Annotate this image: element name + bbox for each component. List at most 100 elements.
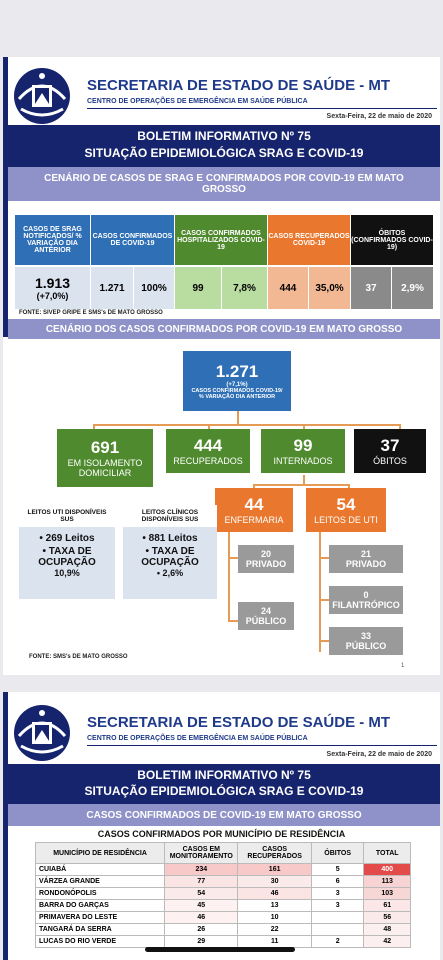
recuperados-box: 444 RECUPERADOS bbox=[166, 429, 250, 473]
connector bbox=[93, 424, 399, 426]
header-recuperados: CASOS RECUPERADOS COVID-19 bbox=[268, 215, 350, 265]
header-title: SECRETARIA DE ESTADO DE SAÚDE - MT bbox=[87, 77, 391, 94]
table-title: CASOS CONFIRMADOS POR MUNICÍPIO DE RESID… bbox=[97, 829, 346, 839]
uti-privado-label: PRIVADO bbox=[345, 559, 387, 569]
bulletin-number: BOLETIM INFORMATIVO Nº 75 bbox=[137, 768, 311, 782]
obitos-count: 37 bbox=[351, 267, 391, 309]
obitos-value: 37 bbox=[380, 436, 400, 455]
leitos-uti-taxa-label: • TAXA DE OCUPAÇÃO bbox=[38, 546, 96, 568]
connector bbox=[253, 484, 349, 486]
hospitalizados-percent: 7,8% bbox=[222, 267, 267, 309]
uti-filantropico-label: FILANTRÓPICO bbox=[332, 600, 400, 610]
uti-box: 54 LEITOS DE UTI bbox=[306, 488, 386, 532]
uti-filantropico-value: 0 bbox=[363, 590, 369, 600]
bulletin-subtitle: SITUAÇÃO EPIDEMIOLÓGICA SRAG E COVID-19 bbox=[84, 146, 364, 160]
header-confirmados: CASOS CONFIRMADOS DE COVID-19 bbox=[91, 215, 174, 265]
header-date: Sexta-Feira, 22 de maio de 2020 bbox=[326, 751, 432, 758]
col-municipio: MUNICÍPIO DE RESIDÊNCIA bbox=[34, 842, 166, 864]
table-row: TANGARÁ DA SERRA 26 22 48 bbox=[34, 923, 411, 936]
confirmed-total-value: 1.271 bbox=[215, 362, 259, 381]
leitos-uti-box: LEITOS UTI DISPONÍVEIS SUS • 269 Leitos … bbox=[19, 505, 115, 599]
uti-value: 54 bbox=[336, 495, 356, 514]
header-divider bbox=[87, 108, 437, 109]
connector bbox=[303, 475, 305, 485]
home-indicator[interactable] bbox=[145, 947, 295, 952]
connector bbox=[228, 532, 230, 622]
state-crest-icon bbox=[14, 705, 70, 761]
confirmed-total-variation: (+7,1%) bbox=[226, 382, 248, 388]
connector bbox=[253, 484, 255, 490]
col-total: TOTAL bbox=[363, 842, 411, 864]
internados-box: 99 INTERNADOS bbox=[261, 429, 345, 473]
enfermaria-value: 44 bbox=[244, 495, 264, 514]
table-header-row: MUNICÍPIO DE RESIDÊNCIA CASOS EM MONITOR… bbox=[34, 842, 411, 864]
hospitalizados-count: 99 bbox=[175, 267, 221, 309]
table-row: VÁRZEA GRANDE 77 30 6 113 bbox=[34, 875, 411, 888]
table-row: RONDONÓPOLIS 54 46 3 103 bbox=[34, 887, 411, 900]
isolamento-value: 691 bbox=[90, 438, 120, 457]
header-subtitle: CENTRO DE OPERAÇÕES DE EMERGÊNCIA EM SAÚ… bbox=[87, 98, 308, 105]
confirmed-total-label-1: CASOS CONFIRMADOS COVID-19/ bbox=[191, 388, 283, 394]
recuperados-count: 444 bbox=[268, 267, 308, 309]
uti-privado-value: 21 bbox=[360, 549, 371, 559]
state-crest-icon bbox=[14, 68, 70, 124]
confirmados-count: 1.271 bbox=[91, 267, 133, 309]
header-divider bbox=[87, 745, 437, 746]
uti-publico-value: 33 bbox=[360, 631, 371, 641]
leitos-uti-title: LEITOS UTI DISPONÍVEIS SUS bbox=[19, 505, 115, 527]
enfermaria-publico-value: 24 bbox=[260, 606, 271, 616]
leitos-clinicos-count: • 881 Leitos bbox=[142, 533, 198, 544]
leitos-clinicos-taxa-label: • TAXA DE OCUPAÇÃO bbox=[141, 546, 199, 568]
enfermaria-privado-value: 20 bbox=[260, 549, 271, 559]
header-date: Sexta-Feira, 22 de maio de 2020 bbox=[326, 113, 432, 120]
uti-label: LEITOS DE UTI bbox=[314, 515, 378, 525]
connector bbox=[237, 411, 239, 425]
recuperados-label: RECUPERADOS bbox=[173, 456, 243, 466]
header-left-bar bbox=[3, 57, 8, 337]
enfermaria-publico-box: 24 PÚBLICO bbox=[238, 602, 294, 630]
header-left-bar bbox=[3, 692, 8, 960]
enfermaria-privado-box: 20 PRIVADO bbox=[238, 545, 294, 573]
header-hospitalizados: CASOS CONFIRMADOS HOSPITALIZADOS COVID-1… bbox=[175, 215, 267, 265]
obitos-box: 37 ÓBITOS bbox=[354, 429, 426, 473]
confirmed-total-label-2: % VARIAÇÃO DIA ANTERIOR bbox=[198, 394, 276, 400]
source-note-2: FONTE: SMS's DE MATO GROSSO bbox=[29, 654, 128, 660]
bulletin-banner: BOLETIM INFORMATIVO Nº 75 SITUAÇÃO EPIDE… bbox=[8, 125, 440, 167]
uti-filantropico-box: 0 FILANTRÓPICO bbox=[329, 586, 403, 614]
internados-value: 99 bbox=[293, 436, 313, 455]
bulletin-banner: BOLETIM INFORMATIVO Nº 75 SITUAÇÃO EPIDE… bbox=[8, 764, 440, 804]
table-row: PRIMAVERA DO LESTE 46 10 56 bbox=[34, 911, 411, 924]
connector bbox=[208, 424, 210, 432]
bulletin-page-1: SECRETARIA DE ESTADO DE SAÚDE - MT CENTR… bbox=[3, 57, 440, 675]
bulletin-number: BOLETIM INFORMATIVO Nº 75 bbox=[137, 129, 311, 143]
section1-title: CENÁRIO DE CASOS DE SRAG E CONFIRMADOS P… bbox=[8, 167, 440, 201]
recuperados-value: 444 bbox=[193, 436, 223, 455]
confirmados-percent: 100% bbox=[134, 267, 174, 309]
leitos-clinicos-taxa-value: • 2,6% bbox=[156, 568, 184, 578]
municipality-table: MUNICÍPIO DE RESIDÊNCIA CASOS EM MONITOR… bbox=[34, 842, 411, 948]
isolamento-box: 691 EM ISOLAMENTO DOMICILIAR bbox=[57, 429, 153, 487]
section-title: CASOS CONFIRMADOS DE COVID-19 EM MATO GR… bbox=[8, 804, 440, 826]
leitos-clinicos-title: LEITOS CLÍNICOS DISPONÍVEIS SUS bbox=[123, 505, 217, 527]
confirmed-total-box: 1.271 (+7,1%) CASOS CONFIRMADOS COVID-19… bbox=[183, 351, 291, 411]
connector bbox=[228, 620, 238, 622]
table-row: LUCAS DO RIO VERDE 29 11 2 42 bbox=[34, 935, 411, 948]
header-title: SECRETARIA DE ESTADO DE SAÚDE - MT bbox=[87, 714, 391, 731]
bulletin-page-2: SECRETARIA DE ESTADO DE SAÚDE - MT CENTR… bbox=[3, 692, 440, 960]
uti-privado-box: 21 PRIVADO bbox=[329, 545, 403, 573]
header-subtitle: CENTRO DE OPERAÇÕES DE EMERGÊNCIA EM SAÚ… bbox=[87, 735, 308, 742]
header-obitos: ÓBITOS (CONFIRMADOS COVID-19) bbox=[351, 215, 433, 265]
col-obitos: ÓBITOS bbox=[310, 842, 365, 864]
obitos-percent: 2,9% bbox=[392, 267, 433, 309]
bulletin-subtitle: SITUAÇÃO EPIDEMIOLÓGICA SRAG E COVID-19 bbox=[84, 784, 364, 798]
col-recuperados: CASOS RECUPERADOS bbox=[237, 842, 312, 864]
enfermaria-privado-label: PRIVADO bbox=[245, 559, 287, 569]
col-monitoramento: CASOS EM MONITORAMENTO bbox=[164, 842, 239, 864]
leitos-uti-count: • 269 Leitos bbox=[39, 533, 95, 544]
connector bbox=[93, 424, 95, 432]
srag-total: 1.913 bbox=[34, 275, 71, 291]
connector bbox=[319, 557, 329, 559]
leitos-uti-taxa-value: 10,9% bbox=[54, 568, 80, 578]
obitos-label: ÓBITOS bbox=[373, 456, 407, 466]
connector bbox=[399, 424, 401, 432]
